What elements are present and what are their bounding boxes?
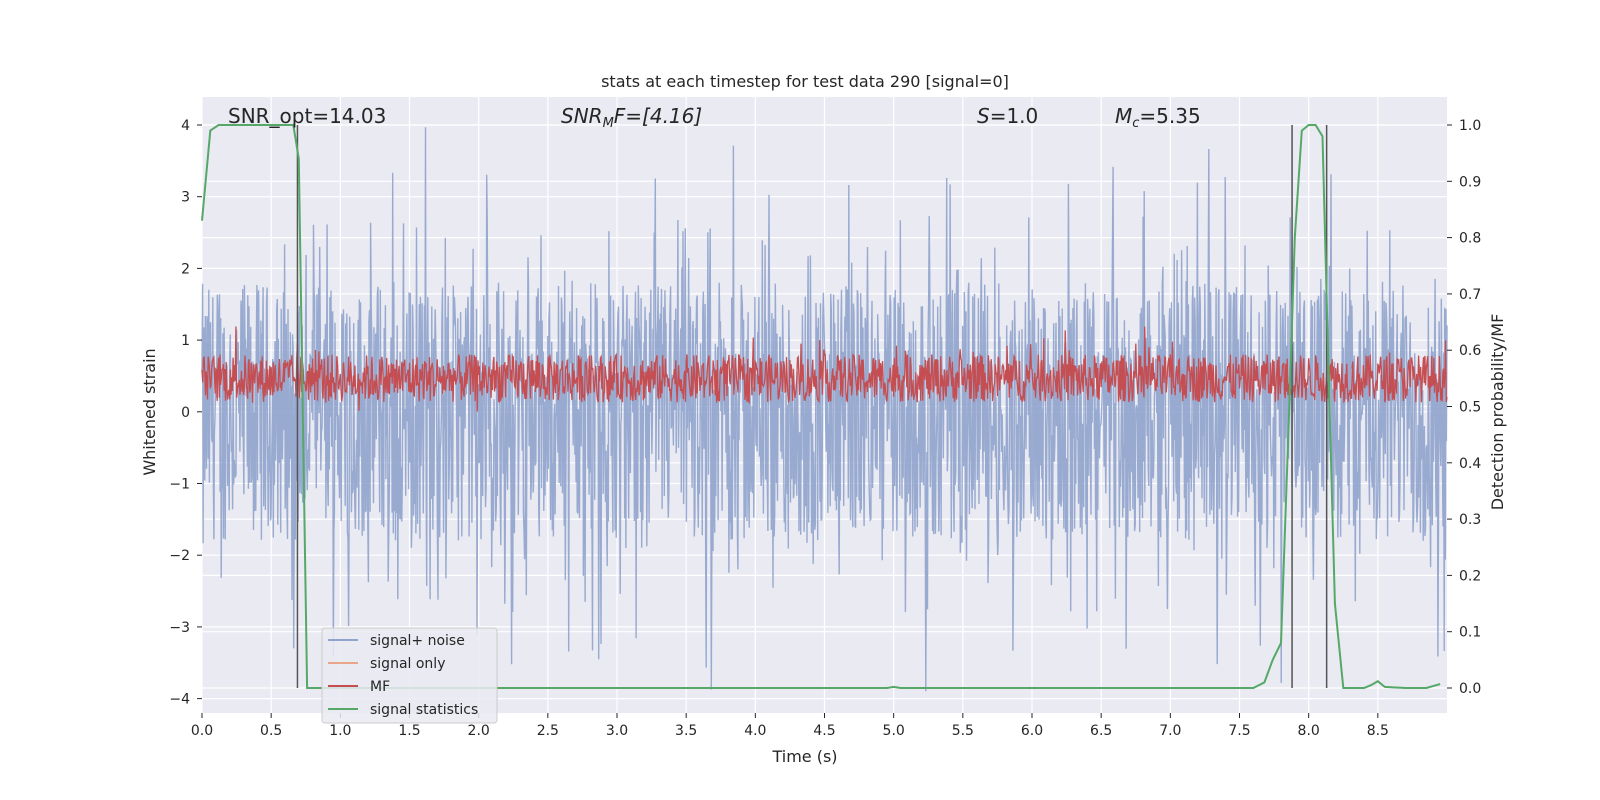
y-right-axis-label: Detection probability/MF [1488,314,1507,511]
signal-statistics-series [201,124,1441,689]
y-tick-label: 4 [181,118,190,134]
y-right-tick-label: 0.3 [1459,512,1481,528]
y-right-tick-label: 1.0 [1459,118,1481,134]
x-tick-label: 6.5 [1090,723,1112,739]
legend-label-mf: MF [370,679,390,695]
annotation-s: S=1.0 [977,104,1038,128]
x-tick-label: 8.0 [1298,723,1320,739]
x-tick-label: 1.5 [398,723,420,739]
y-tick-label: 2 [181,261,190,277]
y-right-tick-label: 0.6 [1459,343,1481,359]
x-tick-label: 5.5 [952,723,974,739]
x-tick-label: 2.0 [468,723,490,739]
x-tick-label: 7.5 [1228,723,1250,739]
legend-label-signal-noise: signal+ noise [370,633,465,649]
x-tick-label: 2.5 [537,723,559,739]
y-tick-label: 1 [181,333,190,349]
y-tick-label: 3 [181,190,190,206]
mf-series [201,326,1448,412]
vertical-markers [296,125,1328,688]
x-ticks: 0.0 0.5 1.0 1.5 2.0 2.5 3.0 3.5 4.0 4.5 5.0 5.5 6.0 6… [191,713,1389,739]
y-right-tick-label: 0.7 [1459,287,1481,303]
x-tick-label: 4.0 [744,723,766,739]
annotation-snr-opt: SNR_opt=14.03 [228,104,386,128]
y-tick-label: −4 [169,692,190,708]
y-right-tick-label: 0.4 [1459,456,1481,472]
legend-label-signal-only: signal only [370,656,445,672]
y-tick-label: −1 [169,477,190,493]
y-axis-label: Whitened strain [140,348,159,475]
y-tick-label: 0 [181,405,190,421]
x-tick-label: 7.0 [1159,723,1181,739]
x-tick-label: 3.5 [675,723,697,739]
annotation-snr-mf: SNRMF=[4.16] [561,104,702,131]
x-tick-label: 0.0 [191,723,213,739]
y-ticks: 4 3 2 1 0 −1 −2 −3 −4 [169,118,202,708]
x-tick-label: 0.5 [260,723,282,739]
y-right-tick-label: 0.2 [1459,568,1481,584]
x-tick-label: 3.0 [606,723,628,739]
mf-line [201,326,1448,412]
x-tick-label: 6.0 [1021,723,1043,739]
x-tick-label: 1.0 [329,723,351,739]
legend: signal+ noise signal only MF signal stat… [321,627,498,724]
y-right-tick-label: 0.5 [1459,400,1481,416]
x-tick-label: 5.0 [883,723,905,739]
y-right-tick-label: 0.8 [1459,231,1481,247]
y-tick-label: −2 [169,548,190,564]
y-right-tick-label: 0.1 [1459,625,1481,641]
chart-title: stats at each timestep for test data 290… [601,72,1009,91]
annotation-mc: Mc=5.35 [1115,104,1201,131]
y-right-tick-label: 0.0 [1459,681,1481,697]
legend-label-signal-statistics: signal statistics [370,702,478,718]
x-axis-label: Time (s) [771,747,837,766]
x-tick-label: 4.5 [813,723,835,739]
y-right-tick-label: 0.9 [1459,174,1481,190]
y-right-ticks: 1.0 0.9 0.8 0.7 0.6 0.5 0.4 0.3 0.2 0.1 0.0 [1447,118,1481,697]
y-tick-label: −3 [169,620,190,636]
x-tick-label: 8.5 [1367,723,1389,739]
legend-box [321,627,498,724]
